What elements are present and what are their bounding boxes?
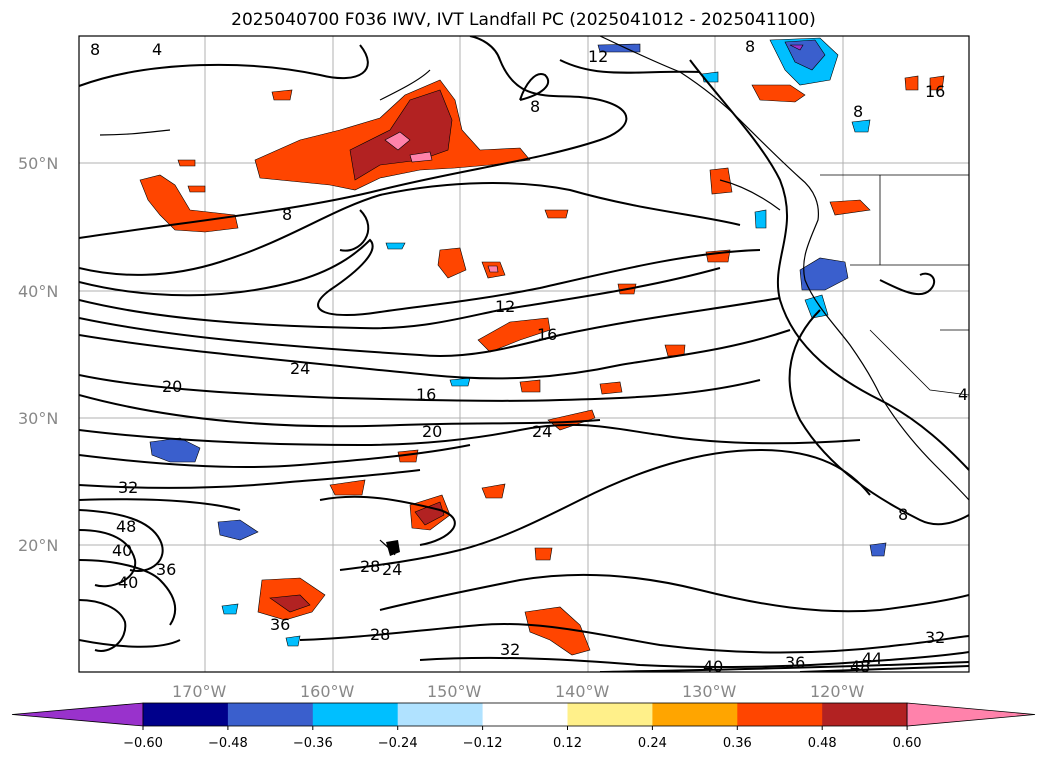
contour-label: 40 [703, 657, 723, 676]
lat-label-20n: 20°N [18, 536, 58, 555]
state-borders [820, 174, 969, 396]
colorbar-tick-label: 0.24 [638, 736, 667, 751]
colorbar-tick-label: 0.60 [893, 736, 922, 751]
colorbar-tick-label: −0.48 [208, 736, 248, 751]
map-frame [78, 35, 970, 673]
lat-label-30n: 30°N [18, 409, 58, 428]
contour-label: 28 [360, 557, 380, 576]
colorbar-frame [142, 702, 908, 727]
colorbar-segment [397, 703, 484, 726]
contour-label: 40 [112, 541, 132, 560]
colorbar-segment [822, 703, 908, 726]
lon-label-150w: 150°W [427, 682, 482, 701]
contour-label: 4 [152, 40, 162, 59]
contour-label: 24 [290, 359, 310, 378]
contour-label: 20 [422, 422, 442, 441]
contour-label: 8 [90, 40, 100, 59]
colorbar-segment [737, 703, 823, 726]
colorbar-extend-low [11, 702, 144, 727]
contour-label: 28 [370, 625, 390, 644]
colorbar-tick-label: −0.12 [463, 736, 503, 751]
colorbar-tick-label: 0.36 [723, 736, 752, 751]
colorbar-segment [482, 703, 568, 726]
colorbar-segment [567, 703, 653, 726]
lon-label-140w: 140°W [555, 682, 610, 701]
lon-label-130w: 130°W [682, 682, 737, 701]
colorbar-tick-label: 0.12 [553, 736, 582, 751]
colorbar-segment [652, 703, 738, 726]
contour-label: 16 [537, 325, 557, 344]
colorbar-extend-high [906, 702, 1036, 727]
contour-label: 44 [862, 649, 882, 668]
latitude-labels: 50°N 40°N 30°N 20°N [18, 154, 58, 555]
ivt-positive-fill [139, 75, 945, 656]
contour-label: 36 [785, 653, 805, 672]
contour-label: 8 [745, 37, 755, 56]
colorbar-segment [143, 703, 229, 726]
colorbar: −0.60 −0.48 −0.36 −0.24 −0.12 0.12 0.24 0.36 0.4… [11, 702, 1036, 751]
colorbar-tick-label: −0.60 [123, 736, 163, 751]
contour-label: 4 [958, 385, 968, 404]
lon-label-120w: 120°W [810, 682, 865, 701]
lat-label-50n: 50°N [18, 154, 58, 173]
contour-label: 32 [500, 640, 520, 659]
map-title: 2025040700 F036 IWV, IVT Landfall PC (20… [231, 10, 816, 30]
colorbar-tick-label: −0.36 [293, 736, 333, 751]
contour-label: 32 [925, 628, 945, 647]
contour-label: 40 [118, 573, 138, 592]
contour-label: 32 [118, 478, 138, 497]
colorbar-tick-label: 0.48 [808, 736, 837, 751]
contour-label: 16 [416, 385, 436, 404]
contour-label: 8 [282, 205, 292, 224]
colorbar-segment [227, 703, 314, 726]
contour-label: 8 [530, 97, 540, 116]
contour-label: 36 [270, 615, 290, 634]
contour-label: 8 [853, 102, 863, 121]
lat-label-40n: 40°N [18, 282, 58, 301]
ivt-negative-fill [149, 37, 887, 647]
contour-label: 20 [162, 377, 182, 396]
contour-label: 48 [850, 657, 870, 676]
contour-label: 24 [532, 422, 552, 441]
contour-label: 8 [898, 505, 908, 524]
hawaii-island [386, 540, 400, 556]
contour-label: 36 [156, 560, 176, 579]
contour-label: 12 [495, 297, 515, 316]
lon-label-160w: 160°W [300, 682, 355, 701]
colorbar-tick-label: −0.24 [378, 736, 418, 751]
longitude-labels: 170°W 160°W 150°W 140°W 130°W 120°W [172, 682, 865, 701]
colorbar-segment [312, 703, 399, 726]
lon-label-170w: 170°W [172, 682, 227, 701]
contour-label-group: 8 4 12 8 8 16 12 16 24 20 16 20 24 32 48… [90, 37, 968, 676]
map-background [79, 36, 969, 672]
contour-label: 12 [588, 47, 608, 66]
contour-label: 16 [925, 82, 945, 101]
contour-label: 24 [382, 560, 402, 579]
contour-label: 48 [116, 517, 136, 536]
